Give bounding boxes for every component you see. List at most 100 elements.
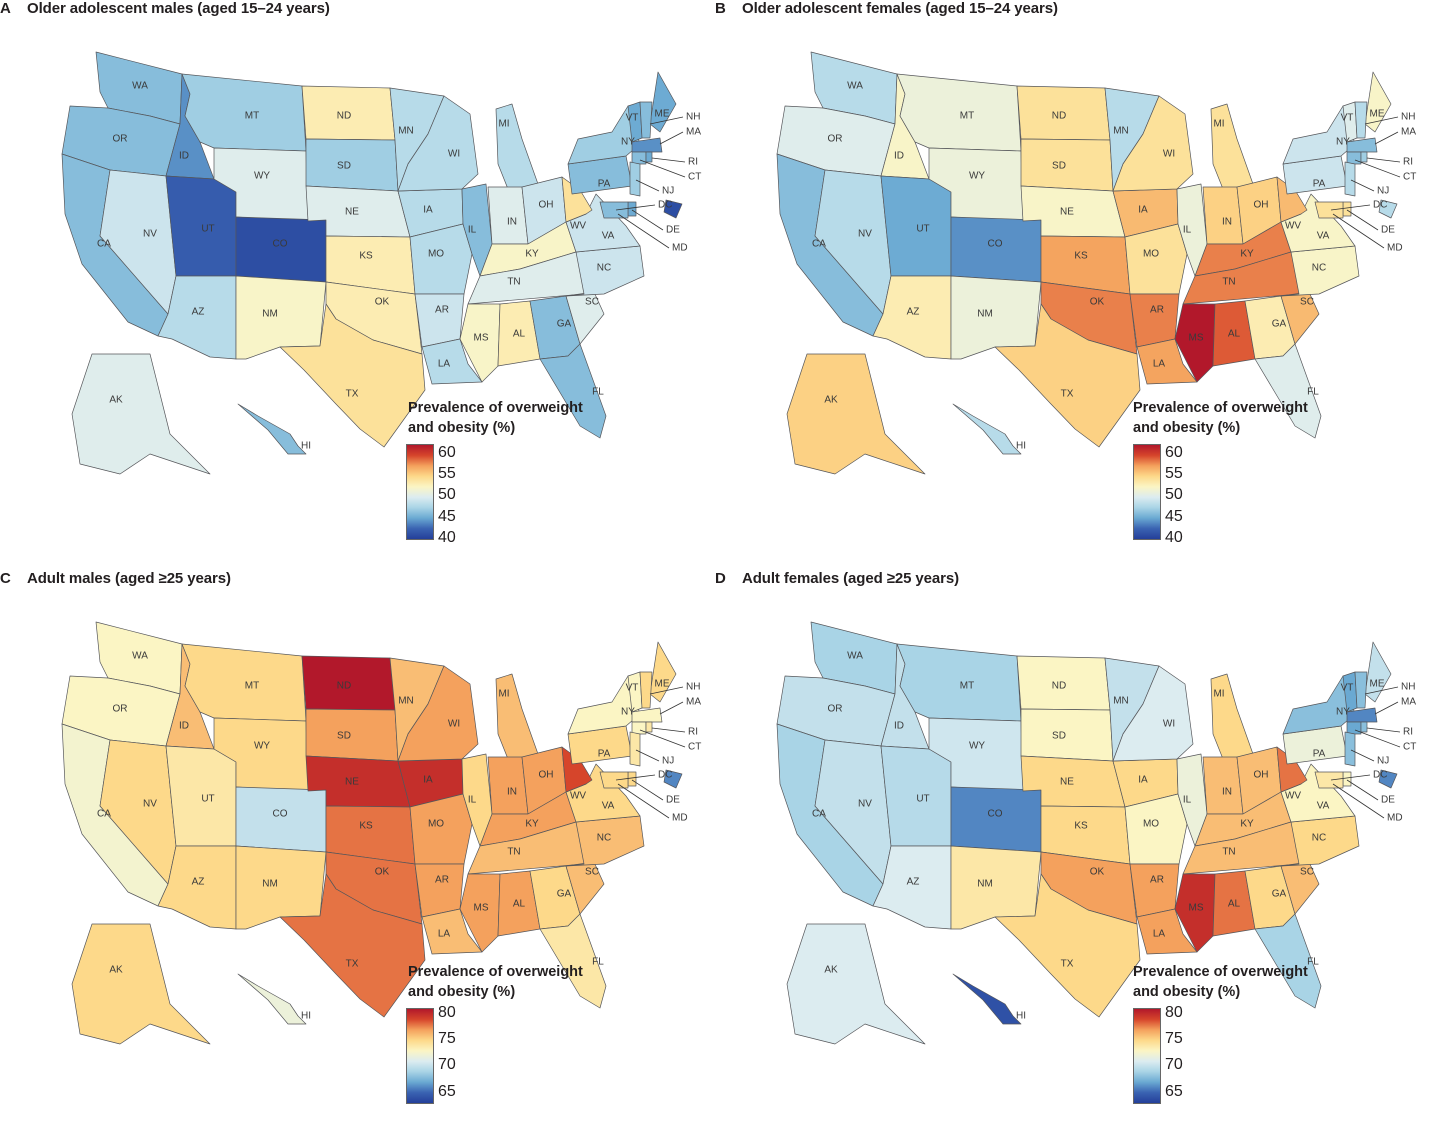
state-label-or: OR <box>828 704 843 715</box>
state-label-ar: AR <box>435 305 449 316</box>
state-label-ga: GA <box>1272 319 1287 330</box>
callout-label-nh: NH <box>686 682 700 693</box>
state-label-ca: CA <box>812 809 826 820</box>
legend-title-line2: and obesity (%) <box>1133 984 1241 1000</box>
state-label-ga: GA <box>557 319 572 330</box>
callout-leader-dc <box>615 204 656 211</box>
state-label-or: OR <box>828 134 843 145</box>
state-ri <box>1360 721 1368 733</box>
state-label-wi: WI <box>448 719 460 730</box>
state-label-la: LA <box>438 359 451 370</box>
callout-leader-ri <box>1366 157 1401 163</box>
callout-leader-de <box>1346 209 1379 231</box>
state-label-nm: NM <box>977 879 993 890</box>
state-label-ar: AR <box>435 875 449 886</box>
state-label-wv: WV <box>570 221 586 232</box>
state-me <box>1364 71 1392 133</box>
callout-label-ri: RI <box>1403 157 1413 168</box>
state-dc <box>663 199 683 219</box>
callout-label-ma: MA <box>686 697 701 708</box>
state-label-ny: NY <box>621 707 635 718</box>
legend-tick: 60 <box>1165 444 1183 461</box>
state-ri <box>1360 151 1368 163</box>
state-label-wi: WI <box>1163 719 1175 730</box>
state-label-wy: WY <box>969 741 985 752</box>
callout-label-ma: MA <box>686 127 701 138</box>
state-label-id: ID <box>894 721 904 732</box>
state-nh <box>639 101 653 139</box>
callout-label-dc: DC <box>658 770 672 781</box>
state-la <box>421 908 483 955</box>
callout-leader-nj <box>1350 179 1375 192</box>
choropleth-map: WA OR CA ID NV UT AZ MT WY CO NM ND SD NE KS OK TX MN IA MO… <box>61 51 701 475</box>
state-label-mi: MI <box>1213 119 1224 130</box>
callout-label-dc: DC <box>1373 200 1387 211</box>
legend-tick: 45 <box>438 508 456 525</box>
panel-title-text: Adult males (aged ≥25 years) <box>27 570 231 587</box>
legend-color-bar <box>1133 444 1161 540</box>
state-label-wy: WY <box>969 171 985 182</box>
state-label-ne: NE <box>1060 777 1074 788</box>
state-label-il: IL <box>468 795 477 806</box>
state-label-wa: WA <box>847 81 863 92</box>
state-label-ny: NY <box>621 137 635 148</box>
callout-leader-ct <box>639 159 686 178</box>
callout-label-ri: RI <box>688 727 698 738</box>
state-wi <box>397 95 479 192</box>
state-label-tx: TX <box>346 389 359 400</box>
state-label-ky: KY <box>525 249 539 260</box>
callout-leader-dc <box>1330 774 1371 781</box>
callout-leader-ri <box>1366 727 1401 733</box>
state-mo <box>1124 223 1188 295</box>
state-label-fl: FL <box>592 957 604 968</box>
state-label-sc: SC <box>585 297 599 308</box>
callout-label-ct: CT <box>688 172 701 183</box>
legend-tick: 55 <box>438 465 456 482</box>
state-label-ok: OK <box>1090 867 1105 878</box>
callout-label-nj: NJ <box>1377 756 1389 767</box>
state-nj <box>629 731 641 767</box>
state-label-mo: MO <box>1143 249 1159 260</box>
state-label-ak: AK <box>109 395 123 406</box>
legend-tick: 60 <box>438 444 456 461</box>
state-label-me: ME <box>1370 679 1385 690</box>
state-mi <box>495 103 539 195</box>
state-label-sd: SD <box>337 731 351 742</box>
state-in <box>487 186 529 245</box>
state-label-mo: MO <box>428 249 444 260</box>
state-wi <box>1112 665 1194 762</box>
callout-leader-dc <box>615 774 656 781</box>
state-ma <box>1346 707 1378 723</box>
callout-label-ri: RI <box>1403 727 1413 738</box>
legend-color-bar <box>1133 1008 1161 1104</box>
choropleth-map: WA OR CA ID NV UT AZ MT WY CO NM ND SD NE KS OK TX MN IA MO… <box>776 621 1416 1045</box>
state-de <box>627 201 637 217</box>
callout-leader-ri <box>651 727 686 733</box>
callout-leader-dc <box>1330 204 1371 211</box>
state-label-mt: MT <box>245 111 259 122</box>
state-label-sc: SC <box>1300 867 1314 878</box>
state-label-sd: SD <box>1052 161 1066 172</box>
state-label-sd: SD <box>1052 731 1066 742</box>
panel-letter: A <box>0 0 11 17</box>
callout-leader-de <box>1346 779 1379 801</box>
legend-title-line2: and obesity (%) <box>408 420 516 436</box>
state-sd <box>1020 138 1114 192</box>
state-label-tn: TN <box>507 847 520 858</box>
state-label-az: AZ <box>907 877 920 888</box>
state-label-ca: CA <box>97 809 111 820</box>
state-md <box>599 201 629 219</box>
callout-leader-ma <box>1374 701 1399 715</box>
state-me <box>1364 641 1392 703</box>
state-ma <box>631 707 663 723</box>
state-label-nv: NV <box>858 799 872 810</box>
state-mi <box>1210 103 1254 195</box>
callout-label-dc: DC <box>1373 770 1387 781</box>
state-label-fl: FL <box>592 387 604 398</box>
legend-tick: 65 <box>1165 1083 1183 1100</box>
state-label-ms: MS <box>474 333 489 344</box>
state-label-oh: OH <box>539 770 554 781</box>
panel-title: A Older adolescent males (aged 15–24 year… <box>0 0 330 17</box>
callout-label-md: MD <box>672 813 688 824</box>
state-hi <box>237 973 307 1025</box>
